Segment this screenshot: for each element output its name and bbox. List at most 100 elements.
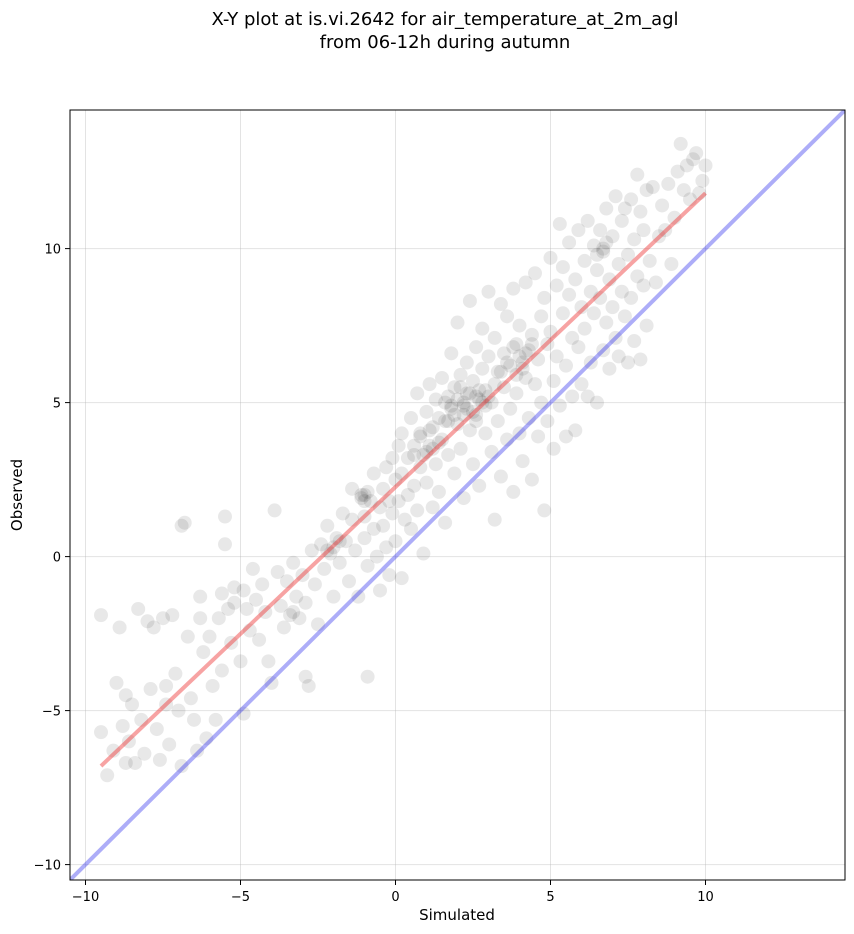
data-point — [143, 682, 158, 697]
data-point — [466, 457, 480, 472]
data-point — [379, 460, 394, 475]
data-point — [497, 380, 511, 395]
data-point — [608, 330, 623, 345]
data-point — [425, 500, 440, 515]
data-point — [469, 389, 484, 404]
data-point — [686, 152, 701, 167]
data-point — [599, 235, 614, 250]
chart-title-line-1: X-Y plot at is.vi.2642 for air_temperatu… — [211, 9, 678, 30]
data-point — [109, 675, 124, 690]
data-point — [469, 407, 484, 422]
data-point — [373, 500, 387, 515]
data-point — [435, 370, 449, 385]
data-point — [462, 423, 477, 438]
data-point — [580, 213, 595, 228]
data-point — [590, 263, 604, 278]
data-point — [317, 561, 332, 576]
data-point — [196, 645, 211, 660]
data-point — [639, 183, 654, 198]
data-point — [497, 346, 511, 361]
data-point — [227, 595, 242, 610]
identity-line — [70, 110, 845, 880]
data-point — [528, 266, 542, 281]
data-point — [586, 238, 601, 253]
data-point — [400, 451, 415, 466]
data-point — [425, 420, 440, 435]
data-point — [357, 488, 372, 502]
data-point — [621, 247, 635, 262]
data-point — [255, 577, 270, 592]
data-point — [131, 601, 146, 616]
data-point — [596, 343, 611, 358]
grid-lines — [70, 110, 845, 880]
data-point — [152, 752, 167, 767]
data-point — [174, 518, 189, 533]
data-point — [614, 213, 629, 228]
data-point — [540, 337, 555, 352]
data-point — [357, 531, 372, 546]
data-point — [521, 343, 536, 358]
data-point — [627, 232, 642, 247]
data-point — [534, 395, 549, 410]
data-point — [524, 337, 539, 352]
data-point — [159, 678, 174, 693]
data-point — [478, 383, 493, 398]
data-point — [357, 494, 372, 509]
data-point — [379, 540, 394, 555]
data-point — [466, 404, 480, 419]
data-point — [218, 537, 232, 552]
data-point — [422, 438, 437, 453]
data-point — [630, 167, 645, 182]
data-point — [137, 746, 152, 761]
data-point — [456, 491, 471, 506]
data-point — [543, 250, 558, 265]
x-tick-label: −10 — [72, 890, 99, 905]
data-point — [490, 364, 505, 379]
data-point — [156, 611, 170, 626]
data-point — [503, 401, 518, 416]
data-point — [292, 611, 307, 626]
data-point — [531, 352, 546, 367]
data-point — [382, 568, 397, 583]
x-tick-label: −5 — [231, 890, 250, 905]
data-point — [338, 534, 353, 549]
data-point — [307, 577, 322, 592]
data-point — [565, 389, 580, 404]
data-point — [590, 247, 604, 262]
axis-ticks: −10 −5 0 5 10 −10 −5 0 5 10 — [34, 243, 714, 905]
data-point — [407, 438, 422, 453]
data-point — [376, 481, 391, 496]
plot-area-frame — [69, 109, 846, 881]
data-point — [642, 253, 657, 268]
data-point — [218, 509, 232, 524]
data-point — [466, 374, 480, 389]
data-point — [481, 284, 496, 299]
data-point — [475, 395, 490, 410]
data-point — [168, 666, 183, 681]
data-point — [428, 392, 443, 407]
data-point — [438, 395, 453, 410]
data-point — [484, 444, 499, 459]
data-point — [478, 426, 493, 441]
data-point — [472, 392, 487, 407]
data-point — [552, 398, 567, 413]
data-point — [531, 429, 546, 444]
data-point — [128, 755, 143, 770]
data-point — [593, 223, 608, 238]
data-point — [583, 355, 598, 370]
data-point — [509, 337, 524, 352]
data-point — [534, 309, 549, 324]
data-point — [484, 395, 499, 410]
data-point — [190, 743, 205, 758]
y-tick-label: −10 — [34, 859, 61, 874]
data-point — [335, 506, 350, 521]
data-point — [289, 589, 304, 604]
data-point — [524, 327, 539, 342]
data-point — [413, 426, 428, 441]
data-point — [453, 380, 468, 395]
data-point — [617, 309, 632, 324]
data-point — [407, 478, 422, 493]
data-point — [366, 521, 381, 536]
data-point — [481, 389, 496, 404]
data-point — [661, 176, 676, 191]
